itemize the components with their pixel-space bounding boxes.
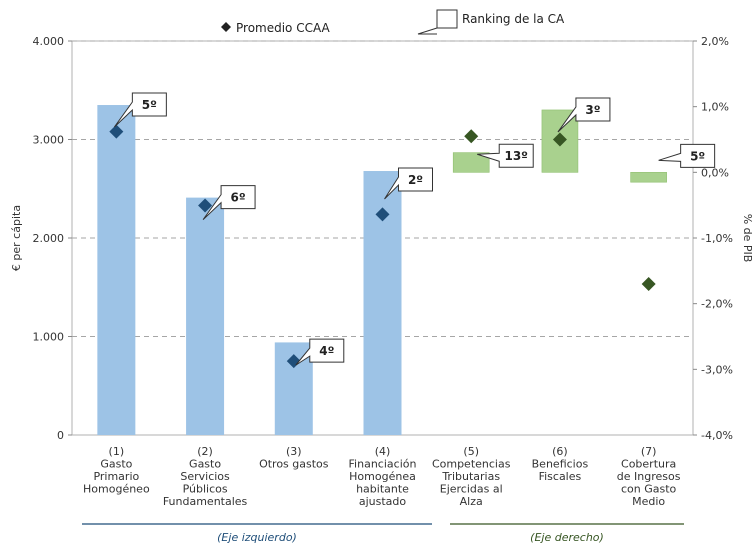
right-tick-label: -4,0% (701, 429, 733, 442)
category-label-line: (4) (375, 445, 391, 458)
category-label-line: Servicios (180, 470, 230, 483)
ranking-callout-box (659, 144, 715, 167)
legend-average-label: Promedio CCAA (236, 21, 331, 35)
legend: Promedio CCAA Ranking de la CA (221, 10, 565, 35)
legend-ranking-label: Ranking de la CA (462, 12, 565, 26)
right-tick-label: -2,0% (701, 298, 733, 311)
category-label-line: Medio (632, 495, 665, 508)
category-label-line: (5) (463, 445, 479, 458)
average-marker (464, 129, 478, 143)
left-tick-label: 0 (57, 429, 64, 442)
right-tick-label: 2,0% (701, 35, 729, 48)
category-label-line: (3) (286, 445, 302, 458)
category-label-line: (6) (552, 445, 568, 458)
category-label-line: Ejercidas al (440, 483, 503, 496)
category-label-line: Gasto (100, 458, 132, 471)
category-label: (4)FinanciaciónHomogéneahabitanteajustad… (349, 445, 417, 508)
category-label-line: Otros gastos (259, 458, 329, 471)
ranking-callout: 5º (659, 144, 715, 167)
category-label-line: Públicos (183, 483, 228, 496)
category-label-line: habitante (356, 483, 409, 496)
right-tick-label: 0,0% (701, 166, 729, 179)
average-marker (642, 277, 656, 291)
right-axis-title: % de PIB (741, 214, 754, 263)
category-label-line: Fundamentales (163, 495, 248, 508)
ranking-callout-label: 2º (408, 173, 423, 187)
ranking-callout-label: 5º (690, 149, 705, 163)
category-labels: (1)GastoPrimarioHomogéneo(2)GastoServici… (83, 445, 681, 508)
category-label-line: Homogénea (349, 470, 416, 483)
category-label-line: Competencias (432, 458, 511, 471)
right-tick-label: -3,0% (701, 363, 733, 376)
legend-callout-icon (418, 10, 457, 34)
ranking-callout-label: 4º (319, 344, 334, 358)
category-label-line: con Gasto (621, 483, 677, 496)
axis-groups: (Eje izquierdo) (Eje derecho) (82, 524, 684, 544)
category-label-line: Beneficios (532, 458, 589, 471)
bar (631, 172, 667, 182)
category-label-line: Financiación (349, 458, 417, 471)
category-label-line: (7) (641, 445, 657, 458)
right-axis-ticks: -4,0% -3,0% -2,0% -1,0% 0,0% 1,0% 2,0% (693, 35, 733, 442)
category-label-line: Gasto (189, 458, 221, 471)
right-tick-label: -1,0% (701, 232, 733, 245)
category-label-line: (2) (197, 445, 213, 458)
category-label-line: Tributarias (441, 470, 500, 483)
category-label-line: Cobertura (621, 458, 676, 471)
bar (97, 105, 135, 435)
axis-group-label: (Eje derecho) (530, 531, 604, 544)
category-label: (3)Otros gastos (259, 445, 329, 471)
legend-marker-diamond (221, 22, 231, 32)
category-label-line: Primario (93, 470, 139, 483)
category-label-line: de Ingresos (617, 470, 681, 483)
left-tick-label: 3.000 (33, 134, 65, 147)
axis-group-label: (Eje izquierdo) (217, 531, 297, 544)
left-axis-title: € per cápita (10, 205, 23, 271)
category-label-line: ajustado (359, 495, 407, 508)
ranking-callout-label: 3º (585, 103, 600, 117)
ranking-callout-label: 6º (231, 191, 246, 205)
bar (186, 198, 224, 435)
bars (97, 105, 666, 435)
right-tick-label: 1,0% (701, 101, 729, 114)
ranking-callout-label: 5º (142, 98, 157, 112)
left-tick-label: 1.000 (33, 331, 65, 344)
left-tick-label: 2.000 (33, 232, 65, 245)
category-label-line: Homogéneo (83, 483, 150, 496)
category-label-line: Alza (460, 495, 483, 508)
category-label-line: (1) (109, 445, 125, 458)
left-axis-ticks: 0 1.000 2.000 3.000 4.000 (33, 35, 73, 442)
category-label-line: Fiscales (539, 470, 582, 483)
ranking-callout-label: 13º (504, 149, 528, 163)
left-tick-label: 4.000 (33, 35, 65, 48)
